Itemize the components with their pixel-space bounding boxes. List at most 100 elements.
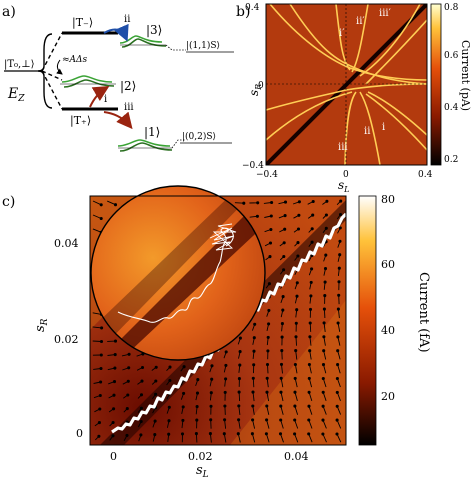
resonance-curves xyxy=(266,4,427,165)
quiver-arrow-head xyxy=(282,241,286,245)
quiver-arrow-head xyxy=(126,393,130,397)
quiver-arrow-head xyxy=(307,418,311,422)
quiver-arrow-head xyxy=(266,349,270,353)
quiver-arrow-head xyxy=(325,199,329,203)
quiver-arrow-head xyxy=(238,350,242,354)
quiver-arrow-head xyxy=(324,253,328,257)
ytick-b-2: −0.4 xyxy=(242,161,264,171)
quiver-arrow-head xyxy=(268,241,273,245)
quiver-arrow-head xyxy=(339,199,343,203)
quiver-arrow-head xyxy=(265,362,270,367)
quiver-arrow-head xyxy=(154,379,158,383)
quiver-arrow-head xyxy=(338,212,343,217)
cbar-b-tick-1: 0.6 xyxy=(444,51,459,61)
quiver-arrow-head xyxy=(223,404,227,408)
quiver-arrow-head xyxy=(269,227,273,232)
quiver-arrow-head xyxy=(338,239,342,243)
quiver-arrow-head xyxy=(154,365,158,369)
quiver-arrow-head xyxy=(237,418,241,422)
quiver-arrow-head xyxy=(126,379,130,383)
quiver-arrow-head xyxy=(140,379,144,383)
quiver-field xyxy=(92,199,343,443)
inset-trajectory-cluster xyxy=(209,223,237,251)
quiver-arrow-head xyxy=(307,404,311,408)
quiver-arrow-head xyxy=(182,391,186,395)
quiver-arrow-head xyxy=(293,390,297,394)
quiver-arrow-head xyxy=(310,227,314,231)
panel-c: c) 0.04 0.02 0 0 0.02 xyxy=(2,185,431,479)
quiver-arrow-head xyxy=(251,404,255,408)
quiver-arrow-head xyxy=(98,407,102,411)
quiver-arrow-head xyxy=(279,390,283,394)
label-t0: |T₀,⊥⟩ xyxy=(4,59,35,70)
xtick-c-1: 0.02 xyxy=(188,450,213,463)
quiver-arrow-head xyxy=(321,363,326,367)
leader-11 xyxy=(165,44,186,51)
quiver-arrow-head xyxy=(100,326,104,330)
dash-lower xyxy=(41,70,63,110)
quiver-arrow-head xyxy=(323,280,327,284)
quiver-arrow-head xyxy=(125,433,129,437)
quiver-arrow-head xyxy=(167,405,171,409)
ytick-b-0: 0.4 xyxy=(245,3,260,13)
quiver-arrow-head xyxy=(280,322,284,326)
quiver-arrow-head xyxy=(113,339,118,343)
quiver-arrow-head xyxy=(322,349,326,353)
quiver-arrow-head xyxy=(209,404,213,408)
xtick-b-2: 0.4 xyxy=(418,170,433,180)
colorbar-label-b: Current (pA) xyxy=(459,40,471,111)
quiver-arrow-head xyxy=(99,339,104,344)
quiver-arrow-head xyxy=(337,280,341,284)
quiver-arrow-head xyxy=(252,349,256,353)
arrow-ii xyxy=(103,23,129,42)
annotations-b: i′ ii′ iii′ i ii iii xyxy=(338,8,392,153)
quiver-arrow-head xyxy=(139,433,143,437)
quiver-arrow-head xyxy=(252,363,256,367)
cbar-c-tick-3: 20 xyxy=(381,390,395,403)
quiver-arrow-head xyxy=(236,432,240,436)
quiver-arrow-head xyxy=(307,390,311,394)
annot-i: i xyxy=(382,122,385,133)
leader-02 xyxy=(171,139,186,149)
dash-upper xyxy=(41,32,63,72)
quiver-arrow-head xyxy=(293,404,297,408)
dash-middle xyxy=(41,70,63,81)
quiver-arrow-head xyxy=(168,378,172,383)
quiver-arrow-head xyxy=(335,404,339,408)
quiver-arrow-head xyxy=(154,392,158,396)
arrow-iii xyxy=(103,111,133,130)
panel-b-label: b) xyxy=(236,4,250,20)
colorbar-b xyxy=(430,3,442,166)
quiver-arrow-head xyxy=(242,201,246,205)
quiver-arrow-head xyxy=(140,365,145,370)
quiver-arrow-head xyxy=(208,432,212,436)
quiver-arrow-head xyxy=(283,214,287,218)
ylabel-c: sR xyxy=(33,318,50,332)
quiver-arrow-head xyxy=(112,393,116,397)
quiver-arrow-head xyxy=(282,254,286,259)
quiver-arrow-head xyxy=(237,390,241,394)
quiver-arrow-head xyxy=(195,405,199,409)
annot-iii-prime: iii′ xyxy=(379,8,392,19)
cbar-b-tick-3: 0.2 xyxy=(444,155,458,165)
cbar-b-tick-0: 0.8 xyxy=(444,3,459,13)
quiver-arrow-head xyxy=(295,308,299,312)
label-state-1: |1⟩ xyxy=(144,125,160,139)
quiver-arrow-head xyxy=(224,350,228,354)
colorbar-ticks-b: 0.8 0.6 0.4 0.2 xyxy=(444,3,459,165)
quiver-arrow-head xyxy=(268,255,272,259)
ytick-c-0: 0.04 xyxy=(54,237,79,250)
quiver-arrow-head xyxy=(336,307,340,311)
quiver-arrow-head xyxy=(153,419,157,423)
panel-b: b) xyxy=(236,3,471,194)
quiver-arrow-head xyxy=(238,363,242,367)
quiver-arrow-head xyxy=(98,393,102,398)
gaussian-2 xyxy=(60,75,116,88)
quiver-arrow-head xyxy=(307,376,311,380)
quiver-arrow-head xyxy=(279,418,283,422)
ylabel-b: sR xyxy=(247,84,263,96)
quiver-arrow-head xyxy=(321,418,325,422)
quiver-arrow-head xyxy=(209,391,213,395)
quiver-arrow-head xyxy=(309,294,313,298)
quiver-arrow-head xyxy=(297,200,301,204)
